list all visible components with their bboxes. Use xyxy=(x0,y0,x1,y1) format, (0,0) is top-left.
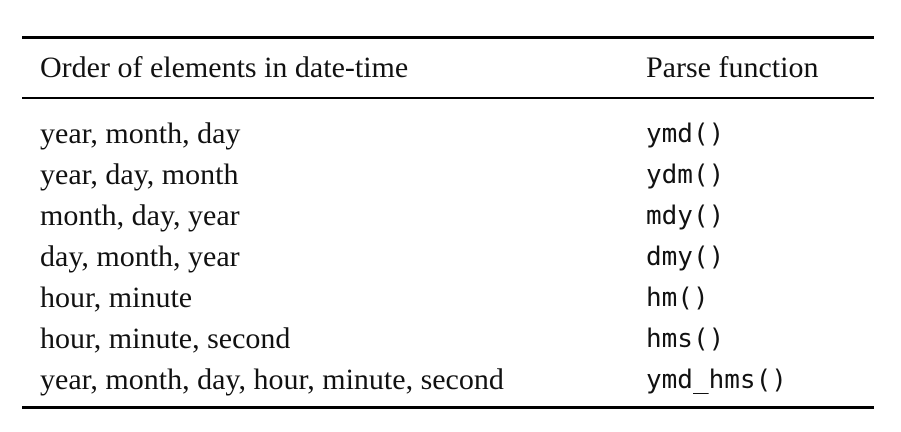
table-container: Order of elements in date-time Parse fun… xyxy=(22,36,874,409)
header-row: Order of elements in date-time Parse fun… xyxy=(22,37,874,98)
table-body: year, month, day ymd() year, day, month ydm… xyxy=(22,98,874,408)
function-cell: ydm() xyxy=(646,159,725,190)
order-cell: day, month, year xyxy=(40,239,240,273)
function-cell: mdy() xyxy=(646,200,725,231)
row: month, day, year mdy() xyxy=(22,195,874,236)
function-cell: ymd() xyxy=(646,118,725,149)
order-cell: year, month, day xyxy=(40,116,241,150)
function-cell: hm() xyxy=(646,282,709,313)
table: Order of elements in date-time Parse fun… xyxy=(22,36,874,409)
row: year, day, month ydm() xyxy=(22,154,874,195)
order-cell: year, month, day, hour, minute, second xyxy=(40,362,504,396)
function-cell: ymd_hms() xyxy=(646,364,787,395)
order-cell: hour, minute xyxy=(40,280,193,314)
row: hour, minute, second hms() xyxy=(22,318,874,359)
order-cell: hour, minute, second xyxy=(40,321,291,355)
row: year, month, day ymd() xyxy=(22,98,874,154)
row: hour, minute hm() xyxy=(22,277,874,318)
function-cell: dmy() xyxy=(646,241,725,272)
function-cell: hms() xyxy=(646,323,725,354)
row: year, month, day, hour, minute, second ym… xyxy=(22,359,874,408)
header-cell: Parse function xyxy=(646,51,819,84)
header-cell: Order of elements in date-time xyxy=(40,51,409,84)
order-cell: year, day, month xyxy=(40,157,239,191)
order-cell: month, day, year xyxy=(40,198,240,232)
row: day, month, year dmy() xyxy=(22,236,874,277)
